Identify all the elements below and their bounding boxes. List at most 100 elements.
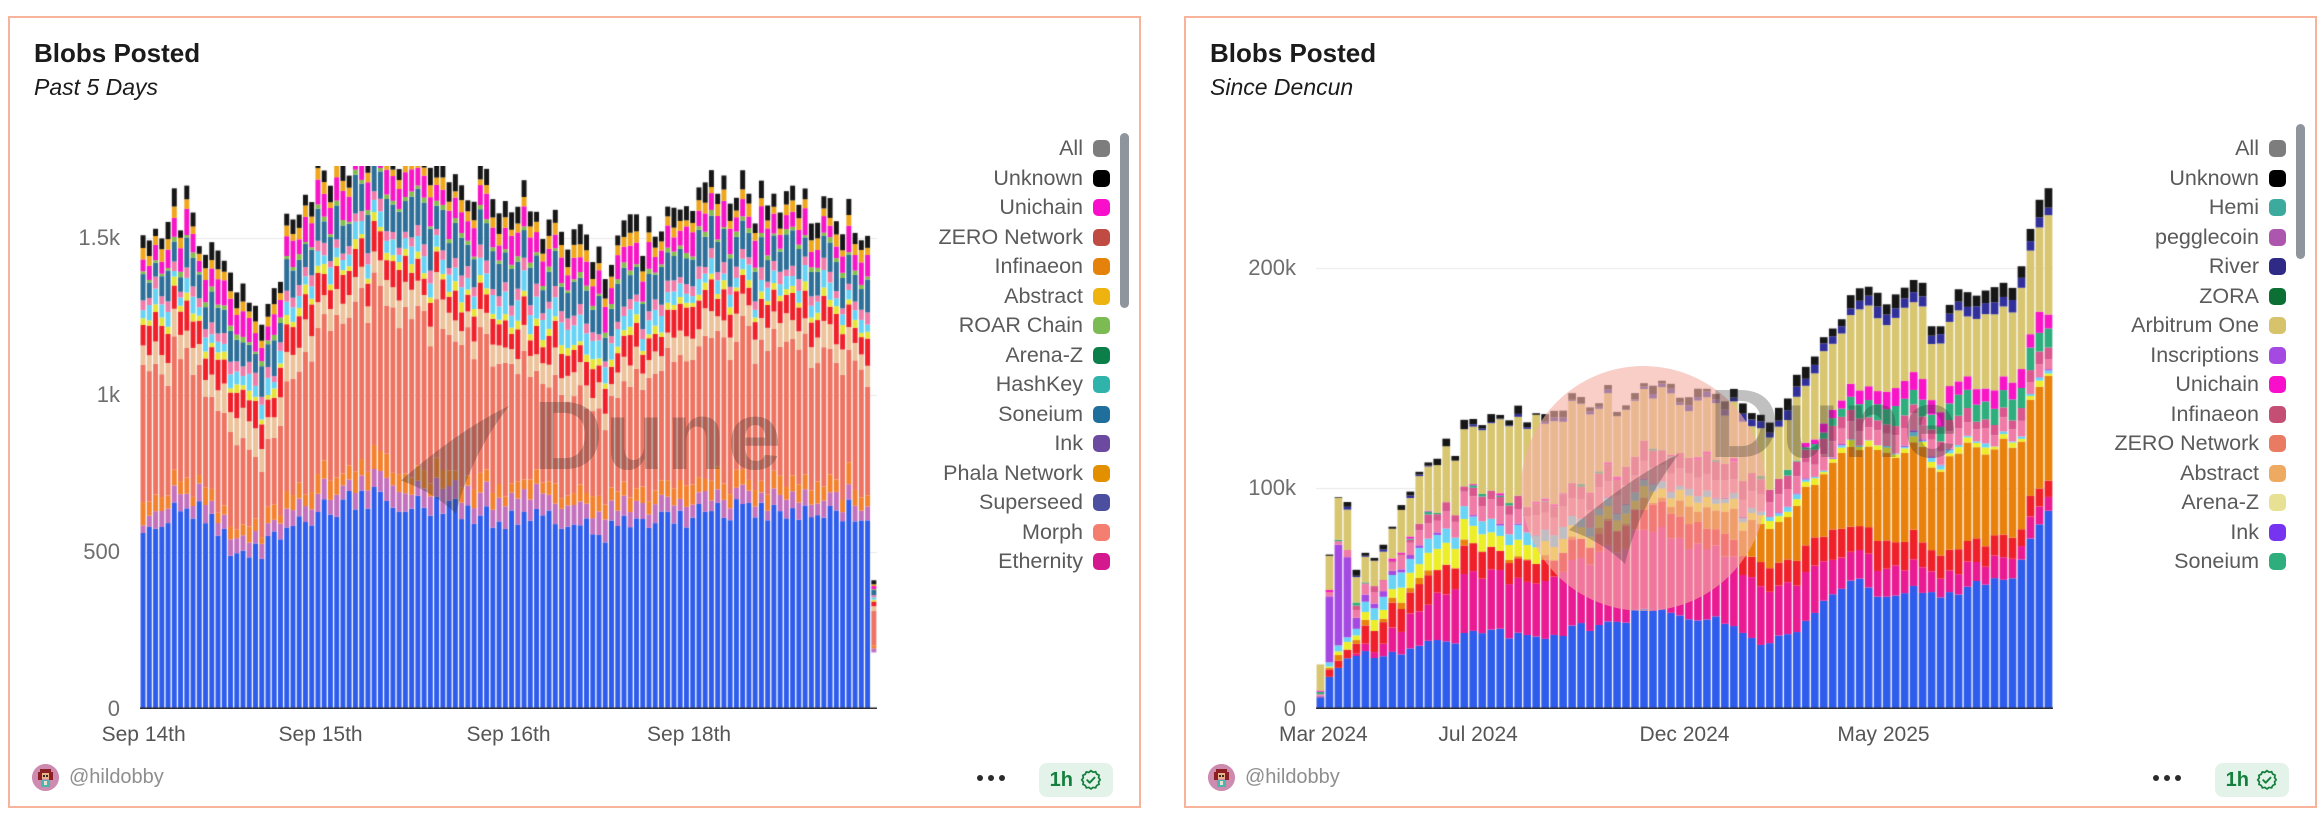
legend-label: Ink: [1054, 431, 1083, 456]
legend-item-arena-z[interactable]: Arena-Z: [2114, 488, 2286, 518]
legend-label: Ethernity: [998, 549, 1083, 574]
legend-swatch: [2269, 405, 2286, 423]
refresh-interval: 1h: [2225, 768, 2249, 791]
legend-item-abstract[interactable]: Abstract: [2114, 459, 2286, 489]
legend-item-all[interactable]: All: [2114, 134, 2286, 164]
legend-swatch: [2269, 464, 2286, 482]
chart-panel-since-dencun: Blobs Posted Since Dencun 0 100k 200k Mar …: [1184, 16, 2317, 808]
legend-label: Unknown: [993, 165, 1083, 190]
legend-swatch: [1093, 405, 1110, 423]
more-options-button[interactable]: [977, 775, 1005, 781]
y-axis-tick-label: 0: [107, 696, 120, 721]
legend-item-hemi[interactable]: Hemi: [2114, 193, 2286, 223]
legend-item-ink[interactable]: Ink: [938, 429, 1110, 459]
legend-item-unknown[interactable]: Unknown: [938, 164, 1110, 194]
legend-item-infinaeon[interactable]: Infinaeon: [938, 252, 1110, 282]
legend: All Unknown Hemi pegglecoin River ZORA Arbitru…: [2114, 134, 2286, 577]
legend-swatch: [1093, 553, 1110, 571]
legend-item-infinaeon[interactable]: Infinaeon: [2114, 400, 2286, 430]
legend-item-roar-chain[interactable]: ROAR Chain: [938, 311, 1110, 341]
legend-item-morph[interactable]: Morph: [938, 518, 1110, 548]
avatar: [1208, 764, 1235, 791]
legend-label: ZERO Network: [938, 224, 1083, 249]
legend-item-hashkey[interactable]: HashKey: [938, 370, 1110, 400]
legend-swatch: [1093, 464, 1110, 482]
legend-swatch: [2269, 523, 2286, 541]
more-options-button[interactable]: [2153, 775, 2181, 781]
legend-label: ZERO Network: [2114, 431, 2259, 456]
legend-swatch: [1093, 228, 1110, 246]
legend-swatch: [2269, 169, 2286, 187]
dot-icon: [2175, 775, 2181, 781]
legend-item-abstract[interactable]: Abstract: [938, 282, 1110, 312]
legend-swatch: [2269, 317, 2286, 335]
legend-label: Superseed: [979, 490, 1083, 515]
legend-swatch: [1093, 494, 1110, 512]
legend-label: Phala Network: [943, 460, 1083, 485]
legend-swatch: [2269, 228, 2286, 246]
legend-swatch: [1093, 435, 1110, 453]
author-name: @hildobby: [69, 766, 164, 788]
verified-check-icon: [1080, 769, 1102, 791]
refresh-status-badge[interactable]: 1h: [2214, 763, 2289, 797]
legend-label: River: [2208, 254, 2259, 279]
legend-label: Hemi: [2208, 195, 2259, 220]
legend-label: Abstract: [2180, 460, 2259, 485]
legend-item-zero-network[interactable]: ZERO Network: [2114, 429, 2286, 459]
legend-label: Morph: [1022, 519, 1083, 544]
legend-item-unknown[interactable]: Unknown: [2114, 164, 2286, 194]
legend-item-soneium[interactable]: Soneium: [938, 400, 1110, 430]
legend-label: Inscriptions: [2150, 342, 2259, 367]
legend-item-inscriptions[interactable]: Inscriptions: [2114, 341, 2286, 371]
legend-scrollbar[interactable]: [1120, 133, 1129, 308]
author-link[interactable]: @hildobby: [1208, 764, 1340, 791]
legend-item-zero-network[interactable]: ZERO Network: [938, 223, 1110, 253]
legend-item-ink[interactable]: Ink: [2114, 518, 2286, 548]
legend-scrollbar[interactable]: [2296, 124, 2305, 259]
legend-item-arbitrum-one[interactable]: Arbitrum One: [2114, 311, 2286, 341]
legend-swatch: [2269, 199, 2286, 217]
author-link[interactable]: @hildobby: [32, 764, 164, 791]
stacked-bar-chart: [140, 166, 877, 709]
legend-item-ethernity[interactable]: Ethernity: [938, 547, 1110, 577]
legend-item-arena-z[interactable]: Arena-Z: [938, 341, 1110, 371]
legend-swatch: [1093, 376, 1110, 394]
y-axis-tick-label: 100k: [1248, 475, 1296, 501]
legend-item-phala-network[interactable]: Phala Network: [938, 459, 1110, 489]
x-axis-tick-label: Sep 15th: [278, 723, 363, 746]
refresh-status-badge[interactable]: 1h: [1038, 763, 1113, 797]
x-axis-tick-label: Sep 16th: [466, 723, 551, 746]
legend-label: Arena-Z: [1005, 342, 1083, 367]
dot-icon: [999, 775, 1005, 781]
chart-panel-past-5-days: Blobs Posted Past 5 Days 0 500 1k 1.5k Sep …: [8, 16, 1141, 808]
dot-icon: [988, 775, 994, 781]
y-axis-tick-label: 0: [1283, 696, 1296, 721]
legend-label: Arena-Z: [2181, 490, 2259, 515]
legend-item-superseed[interactable]: Superseed: [938, 488, 1110, 518]
chart-subtitle: Past 5 Days: [34, 74, 158, 100]
page-title: Blobs Posted: [34, 38, 201, 68]
legend-item-soneium[interactable]: Soneium: [2114, 547, 2286, 577]
legend-item-unichain[interactable]: Unichain: [938, 193, 1110, 223]
legend-label: Unichain: [999, 195, 1083, 220]
legend-swatch: [2269, 287, 2286, 305]
x-axis-tick-label: Sep 18th: [647, 723, 732, 746]
legend-label: HashKey: [995, 372, 1083, 397]
legend-label: Soneium: [2174, 549, 2259, 574]
legend-swatch: [2269, 376, 2286, 394]
legend-item-unichain[interactable]: Unichain: [2114, 370, 2286, 400]
legend-swatch: [1093, 258, 1110, 276]
legend-label: Arbitrum One: [2131, 313, 2259, 338]
legend-item-pegglecoin[interactable]: pegglecoin: [2114, 223, 2286, 253]
legend-item-all[interactable]: All: [938, 134, 1110, 164]
legend-swatch: [2269, 494, 2286, 512]
legend-swatch: [1093, 317, 1110, 335]
legend-label: Ink: [2230, 519, 2259, 544]
legend-label: Soneium: [998, 401, 1083, 426]
author-name: @hildobby: [1245, 766, 1340, 788]
legend-item-zora[interactable]: ZORA: [2114, 282, 2286, 312]
verified-check-icon: [2256, 769, 2278, 791]
legend-item-river[interactable]: River: [2114, 252, 2286, 282]
x-axis-tick-label: Dec 2024: [1639, 723, 1730, 746]
legend-label: Infinaeon: [994, 254, 1083, 279]
